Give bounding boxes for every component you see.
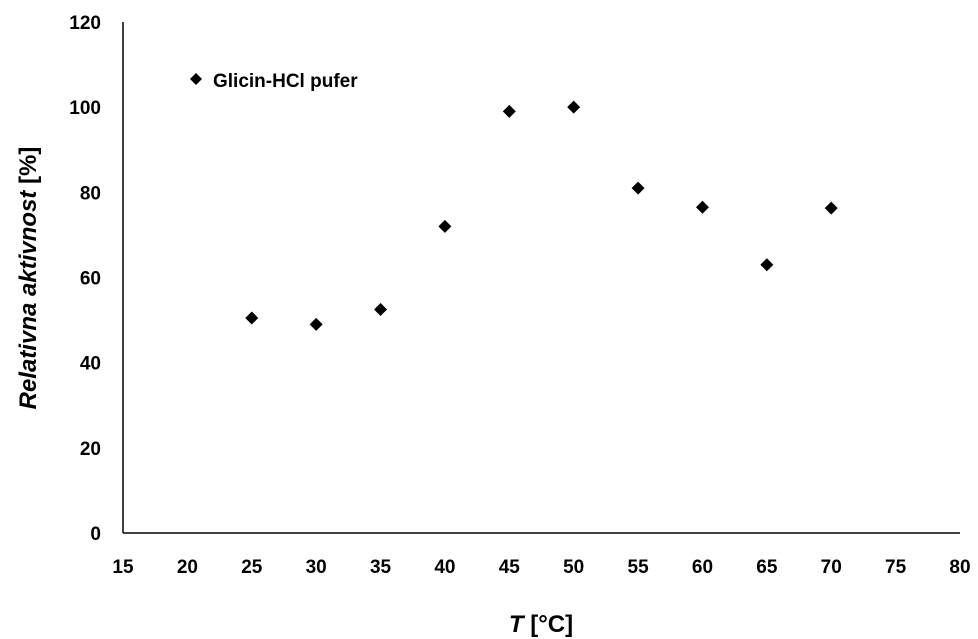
x-tick-label: 30 [306,557,327,578]
x-tick-label: 35 [370,557,392,578]
y-tick-label: 20 [80,439,101,460]
x-tick-label: 75 [885,557,907,578]
x-tick-label: 60 [692,557,713,578]
data-point [695,200,709,214]
data-point [824,201,838,215]
data-point [502,104,516,118]
data-point [760,258,774,272]
x-tick-label: 70 [821,557,842,578]
y-axis-unit: [%] [15,147,42,191]
x-tick-label: 80 [949,557,970,578]
y-axis-variable: Relativna aktivnost [15,190,42,410]
data-point [374,302,388,316]
y-axis-title: Relativna aktivnost [%] [15,147,42,410]
x-tick-label: 65 [756,557,778,578]
legend: Glicin-HCl pufer [190,71,358,92]
x-tick-label: 20 [177,557,198,578]
x-tick-label: 50 [563,557,584,578]
x-tick-label: 45 [499,557,521,578]
data-point [631,181,645,195]
axes [122,22,960,534]
data-point [567,100,581,114]
data-points [245,100,838,331]
legend-marker-diamond [190,73,202,85]
y-tick-label: 40 [80,354,101,375]
x-tick-label: 15 [112,557,134,578]
y-tick-label: 0 [90,524,101,545]
y-tick-labels: 0 20 40 60 80 100 120 [69,13,101,545]
data-point [245,311,259,325]
x-axis-unit: [°C] [524,611,574,638]
legend-label: Glicin-HCl pufer [213,71,358,92]
y-tick-label: 80 [80,183,101,204]
x-tick-label: 40 [434,557,455,578]
data-point [309,317,323,331]
x-axis-title: T [°C] [509,611,573,638]
x-tick-label: 25 [241,557,263,578]
y-tick-label: 60 [80,269,101,290]
y-tick-label: 100 [69,98,101,119]
y-tick-label: 120 [69,13,101,34]
x-axis-variable: T [509,611,526,638]
x-tick-label: 55 [628,557,650,578]
data-point [438,219,452,233]
x-tick-labels: 15 20 25 30 35 40 45 50 55 60 65 70 75 80 [112,557,970,578]
